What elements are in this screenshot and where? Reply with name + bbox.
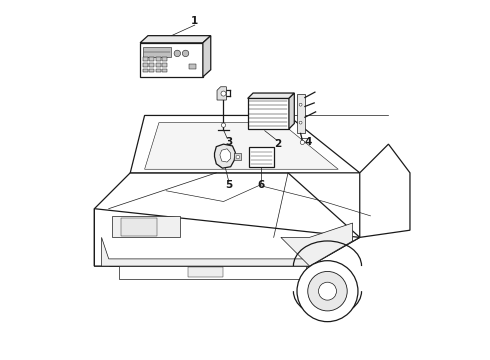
Text: 4: 4 — [304, 138, 312, 147]
Bar — [189, 64, 196, 69]
Bar — [162, 69, 167, 72]
Bar — [122, 219, 157, 235]
Polygon shape — [289, 93, 294, 129]
Bar — [149, 57, 154, 61]
Polygon shape — [281, 223, 353, 266]
Circle shape — [221, 91, 226, 96]
Text: 2: 2 — [273, 139, 281, 149]
Bar — [143, 63, 147, 67]
Polygon shape — [95, 209, 360, 266]
Polygon shape — [220, 149, 231, 162]
Bar — [143, 57, 147, 61]
Bar — [162, 57, 167, 61]
Polygon shape — [95, 173, 360, 266]
Circle shape — [299, 103, 302, 106]
Bar — [188, 267, 223, 277]
Polygon shape — [247, 93, 294, 98]
Polygon shape — [217, 87, 226, 100]
Bar — [234, 153, 242, 159]
Bar — [248, 147, 274, 167]
Bar — [156, 69, 161, 72]
Bar — [247, 98, 289, 129]
Bar — [140, 43, 203, 77]
Bar — [143, 69, 147, 72]
Circle shape — [236, 155, 240, 159]
Circle shape — [221, 123, 225, 127]
Circle shape — [299, 121, 302, 124]
Circle shape — [300, 140, 304, 144]
Bar — [149, 63, 154, 67]
Text: 6: 6 — [258, 180, 265, 190]
Bar — [297, 94, 305, 134]
Circle shape — [174, 50, 180, 57]
Polygon shape — [140, 36, 211, 43]
Polygon shape — [130, 116, 360, 173]
Circle shape — [182, 50, 189, 57]
Bar — [120, 266, 306, 279]
Polygon shape — [101, 237, 353, 266]
Bar — [149, 69, 154, 72]
Polygon shape — [145, 123, 338, 169]
Bar — [162, 63, 167, 67]
Text: 3: 3 — [225, 138, 232, 147]
Polygon shape — [215, 144, 235, 168]
Circle shape — [308, 271, 347, 311]
Text: 1: 1 — [191, 16, 198, 26]
Polygon shape — [112, 216, 180, 237]
Polygon shape — [203, 36, 211, 77]
Text: 5: 5 — [225, 180, 232, 190]
Circle shape — [318, 282, 337, 300]
Polygon shape — [360, 144, 410, 237]
Bar — [143, 47, 171, 57]
Circle shape — [297, 261, 358, 321]
Bar — [156, 63, 161, 67]
Bar — [156, 57, 161, 61]
